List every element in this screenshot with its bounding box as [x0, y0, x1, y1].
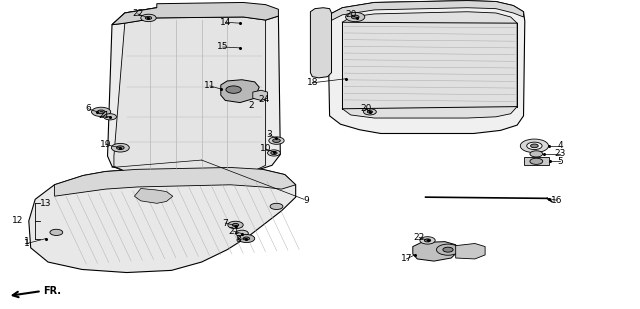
Polygon shape	[413, 242, 458, 261]
Circle shape	[141, 14, 156, 22]
Text: 15: 15	[217, 42, 228, 52]
Text: 16: 16	[551, 196, 563, 205]
Circle shape	[92, 107, 111, 116]
Text: 20: 20	[360, 104, 372, 113]
Circle shape	[364, 109, 376, 115]
Text: 21: 21	[228, 226, 239, 236]
Polygon shape	[326, 1, 525, 133]
Circle shape	[273, 139, 280, 142]
Text: 19: 19	[100, 140, 111, 149]
Circle shape	[530, 158, 543, 164]
Circle shape	[527, 142, 542, 150]
Text: 17: 17	[401, 254, 412, 264]
Circle shape	[104, 114, 116, 120]
Text: 4: 4	[557, 141, 563, 150]
Circle shape	[351, 15, 359, 19]
Circle shape	[145, 16, 152, 19]
Polygon shape	[112, 2, 278, 25]
Text: 13: 13	[40, 199, 52, 208]
Polygon shape	[253, 90, 268, 100]
Text: 12: 12	[12, 216, 24, 226]
Circle shape	[232, 223, 239, 226]
Circle shape	[116, 146, 124, 150]
Text: FR.: FR.	[44, 286, 61, 296]
Text: 2: 2	[249, 100, 254, 110]
Text: 7: 7	[223, 218, 228, 228]
Polygon shape	[134, 188, 173, 203]
Text: 10: 10	[260, 144, 271, 154]
Circle shape	[269, 137, 284, 144]
Circle shape	[226, 86, 241, 93]
Text: 9: 9	[303, 196, 308, 205]
Text: 22: 22	[413, 233, 425, 242]
Polygon shape	[310, 8, 332, 78]
Polygon shape	[456, 243, 485, 259]
Circle shape	[271, 151, 277, 154]
Polygon shape	[108, 7, 280, 172]
Polygon shape	[112, 7, 278, 25]
Circle shape	[346, 12, 365, 22]
Text: 3: 3	[266, 130, 271, 139]
Text: 6: 6	[86, 104, 91, 113]
Circle shape	[238, 235, 255, 243]
Text: 23: 23	[554, 149, 566, 159]
Circle shape	[268, 150, 280, 156]
Polygon shape	[524, 157, 549, 165]
Polygon shape	[29, 167, 296, 273]
Circle shape	[243, 237, 250, 240]
Circle shape	[530, 151, 543, 157]
Circle shape	[520, 139, 548, 153]
Text: 8: 8	[236, 235, 241, 244]
Text: 18: 18	[307, 78, 318, 87]
Text: 24: 24	[258, 95, 269, 104]
Circle shape	[270, 203, 283, 210]
Polygon shape	[54, 167, 296, 196]
Polygon shape	[326, 1, 524, 22]
Circle shape	[443, 247, 453, 252]
Text: 5: 5	[557, 157, 563, 166]
Circle shape	[236, 230, 248, 236]
Polygon shape	[221, 80, 259, 103]
Text: 1: 1	[24, 239, 29, 248]
Circle shape	[111, 143, 129, 152]
Text: 1: 1	[24, 236, 29, 246]
Circle shape	[50, 229, 63, 235]
Text: 22: 22	[132, 9, 143, 19]
Circle shape	[367, 111, 372, 113]
Text: 20: 20	[345, 10, 356, 19]
Circle shape	[228, 221, 243, 229]
Circle shape	[436, 244, 460, 255]
Circle shape	[420, 237, 435, 244]
Polygon shape	[114, 17, 266, 172]
Text: 14: 14	[220, 18, 231, 27]
Text: 11: 11	[204, 81, 216, 91]
Circle shape	[97, 110, 105, 114]
Circle shape	[424, 239, 431, 242]
Polygon shape	[342, 12, 517, 118]
Circle shape	[531, 144, 538, 148]
Text: 21: 21	[98, 111, 109, 121]
